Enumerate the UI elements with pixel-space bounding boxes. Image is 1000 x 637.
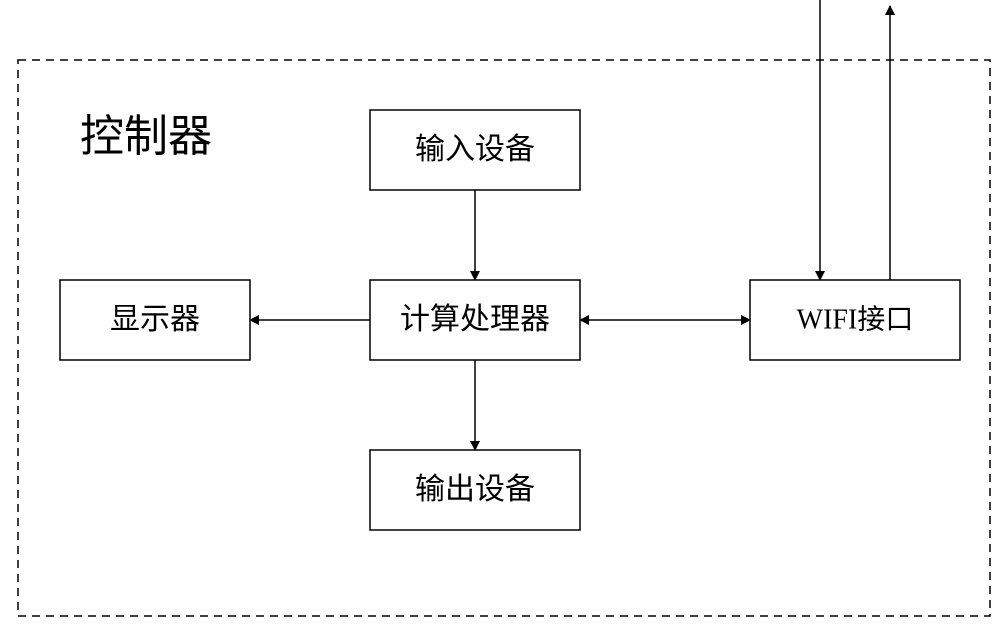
node-wifi-label: WIFI接口 — [797, 303, 914, 335]
node-display: 显示器 — [60, 280, 250, 360]
node-input-label: 输入设备 — [415, 133, 535, 166]
node-input: 输入设备 — [370, 110, 580, 190]
node-display-label: 显示器 — [110, 303, 200, 336]
node-output-label: 输出设备 — [415, 473, 535, 506]
node-output: 输出设备 — [370, 450, 580, 530]
controller-title: 控制器 — [80, 112, 212, 161]
node-wifi: WIFI接口 — [750, 280, 960, 360]
node-cpu-label: 计算处理器 — [400, 303, 550, 336]
node-cpu: 计算处理器 — [370, 280, 580, 360]
